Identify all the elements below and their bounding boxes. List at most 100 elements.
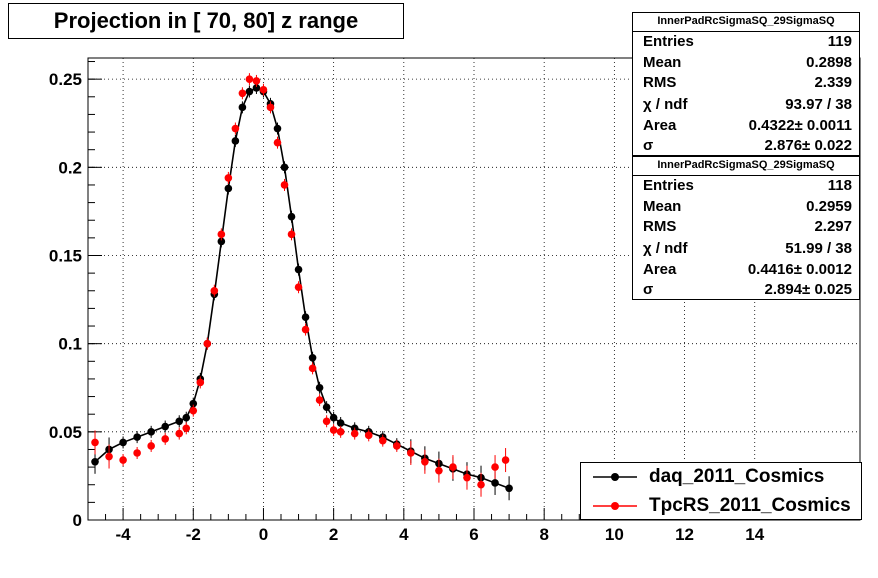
data-point bbox=[91, 438, 99, 447]
data-point bbox=[147, 428, 155, 436]
stats-title: InnerPadRcSigmaSQ_29SigmaSQ bbox=[633, 13, 859, 32]
data-point bbox=[189, 406, 198, 415]
stat-label: σ bbox=[643, 137, 654, 154]
x-tick-label: 4 bbox=[399, 525, 409, 544]
data-point bbox=[133, 449, 141, 457]
data-point bbox=[133, 433, 141, 441]
stat-label: Mean bbox=[643, 54, 682, 71]
legend-marker-daq bbox=[593, 473, 637, 481]
stat-label: Entries bbox=[643, 33, 694, 50]
series bbox=[91, 73, 513, 501]
data-point bbox=[308, 364, 317, 373]
data-point bbox=[217, 237, 226, 246]
data-point bbox=[105, 452, 113, 461]
stat-row-mean: Mean 0.2898 bbox=[643, 54, 852, 75]
data-point bbox=[119, 456, 127, 464]
stat-row-entries: Entries 119 bbox=[643, 33, 852, 54]
data-point bbox=[477, 480, 485, 489]
data-point bbox=[301, 325, 310, 334]
y-tick-label: 0.15 bbox=[49, 246, 82, 265]
data-point bbox=[224, 184, 233, 193]
stat-label: RMS bbox=[643, 74, 677, 91]
data-point bbox=[294, 283, 303, 292]
data-point bbox=[231, 137, 240, 145]
y-tick-label: 0.2 bbox=[58, 158, 82, 177]
legend-entry: daq_2011_Cosmics bbox=[581, 464, 861, 492]
data-point bbox=[463, 473, 471, 482]
stat-row-rms: RMS 2.339 bbox=[643, 74, 852, 95]
x-tick-label: 0 bbox=[259, 525, 268, 544]
data-point bbox=[273, 124, 282, 133]
y-tick-label: 0.1 bbox=[58, 335, 82, 354]
stat-value: 51.99 / 38 bbox=[785, 240, 852, 257]
stat-value: 119 bbox=[827, 33, 852, 50]
data-point bbox=[336, 428, 345, 436]
data-point bbox=[287, 230, 296, 239]
data-point bbox=[203, 339, 212, 348]
data-point bbox=[378, 436, 387, 445]
data-point bbox=[245, 75, 254, 83]
data-point bbox=[294, 265, 303, 274]
stat-label: RMS bbox=[643, 218, 677, 235]
data-point bbox=[315, 383, 324, 392]
stat-label: Area bbox=[643, 117, 677, 134]
stat-label: Area bbox=[643, 261, 677, 278]
data-point bbox=[231, 124, 240, 133]
x-tick-label: -2 bbox=[186, 525, 201, 544]
stat-label: σ bbox=[643, 281, 654, 298]
data-point bbox=[393, 442, 401, 450]
data-point bbox=[287, 212, 296, 221]
data-point bbox=[259, 85, 268, 94]
data-point bbox=[449, 463, 457, 471]
title-box: Projection in [ 70, 80] z range bbox=[8, 3, 404, 39]
stat-value: 2.339 bbox=[814, 74, 852, 91]
data-point bbox=[350, 429, 359, 438]
data-point bbox=[161, 435, 169, 443]
x-tick-label: 8 bbox=[539, 525, 548, 544]
stat-label: χ / ndf bbox=[643, 96, 688, 113]
stat-row-area: Area 0.4322± 0.0011 bbox=[643, 117, 852, 138]
data-point bbox=[336, 419, 345, 427]
stat-value: 0.2959 bbox=[806, 198, 852, 215]
stat-row-chi2: χ / ndf 93.97 / 38 bbox=[643, 96, 852, 117]
stat-row-rms: RMS 2.297 bbox=[643, 218, 852, 239]
chart-title: Projection in [ 70, 80] z range bbox=[53, 8, 359, 33]
data-point bbox=[421, 458, 429, 466]
data-point bbox=[329, 426, 338, 434]
legend-marker-tpcrs bbox=[593, 502, 637, 510]
data-point bbox=[147, 442, 155, 450]
data-point bbox=[217, 230, 226, 239]
data-point bbox=[91, 458, 99, 466]
data-point bbox=[315, 396, 324, 404]
stat-value: 2.894± 0.025 bbox=[764, 281, 852, 298]
stat-value: 0.4322± 0.0011 bbox=[748, 117, 852, 134]
stat-value: 93.97 / 38 bbox=[785, 96, 852, 113]
stats-title: InnerPadRcSigmaSQ_29SigmaSQ bbox=[633, 157, 859, 176]
data-point bbox=[505, 484, 513, 493]
data-point bbox=[238, 89, 247, 98]
data-point bbox=[182, 424, 191, 433]
x-tick-label: 2 bbox=[329, 525, 338, 544]
stat-row-mean: Mean 0.2959 bbox=[643, 198, 852, 219]
data-point bbox=[175, 417, 184, 426]
stat-row-sigma: σ 2.876± 0.022 bbox=[643, 137, 852, 158]
stat-label: Mean bbox=[643, 198, 682, 215]
stat-value: 0.2898 bbox=[806, 54, 852, 71]
legend-label: TpcRS_2011_Cosmics bbox=[649, 495, 851, 516]
stats-box-2: InnerPadRcSigmaSQ_29SigmaSQ Entries 118 … bbox=[632, 156, 860, 300]
stat-row-sigma: σ 2.894± 0.025 bbox=[643, 281, 852, 302]
legend: daq_2011_Cosmics TpcRS_2011_Cosmics bbox=[580, 462, 862, 520]
data-point bbox=[196, 378, 205, 387]
data-point bbox=[329, 413, 338, 422]
data-point bbox=[501, 456, 510, 464]
data-point bbox=[280, 163, 289, 172]
data-point bbox=[238, 103, 247, 112]
x-tick-label: -4 bbox=[116, 525, 132, 544]
stat-value: 2.297 bbox=[814, 218, 852, 235]
data-point bbox=[252, 77, 261, 85]
data-point bbox=[308, 353, 317, 362]
data-point bbox=[273, 138, 282, 147]
y-tick-label: 0.05 bbox=[49, 423, 82, 442]
data-point bbox=[491, 479, 499, 487]
